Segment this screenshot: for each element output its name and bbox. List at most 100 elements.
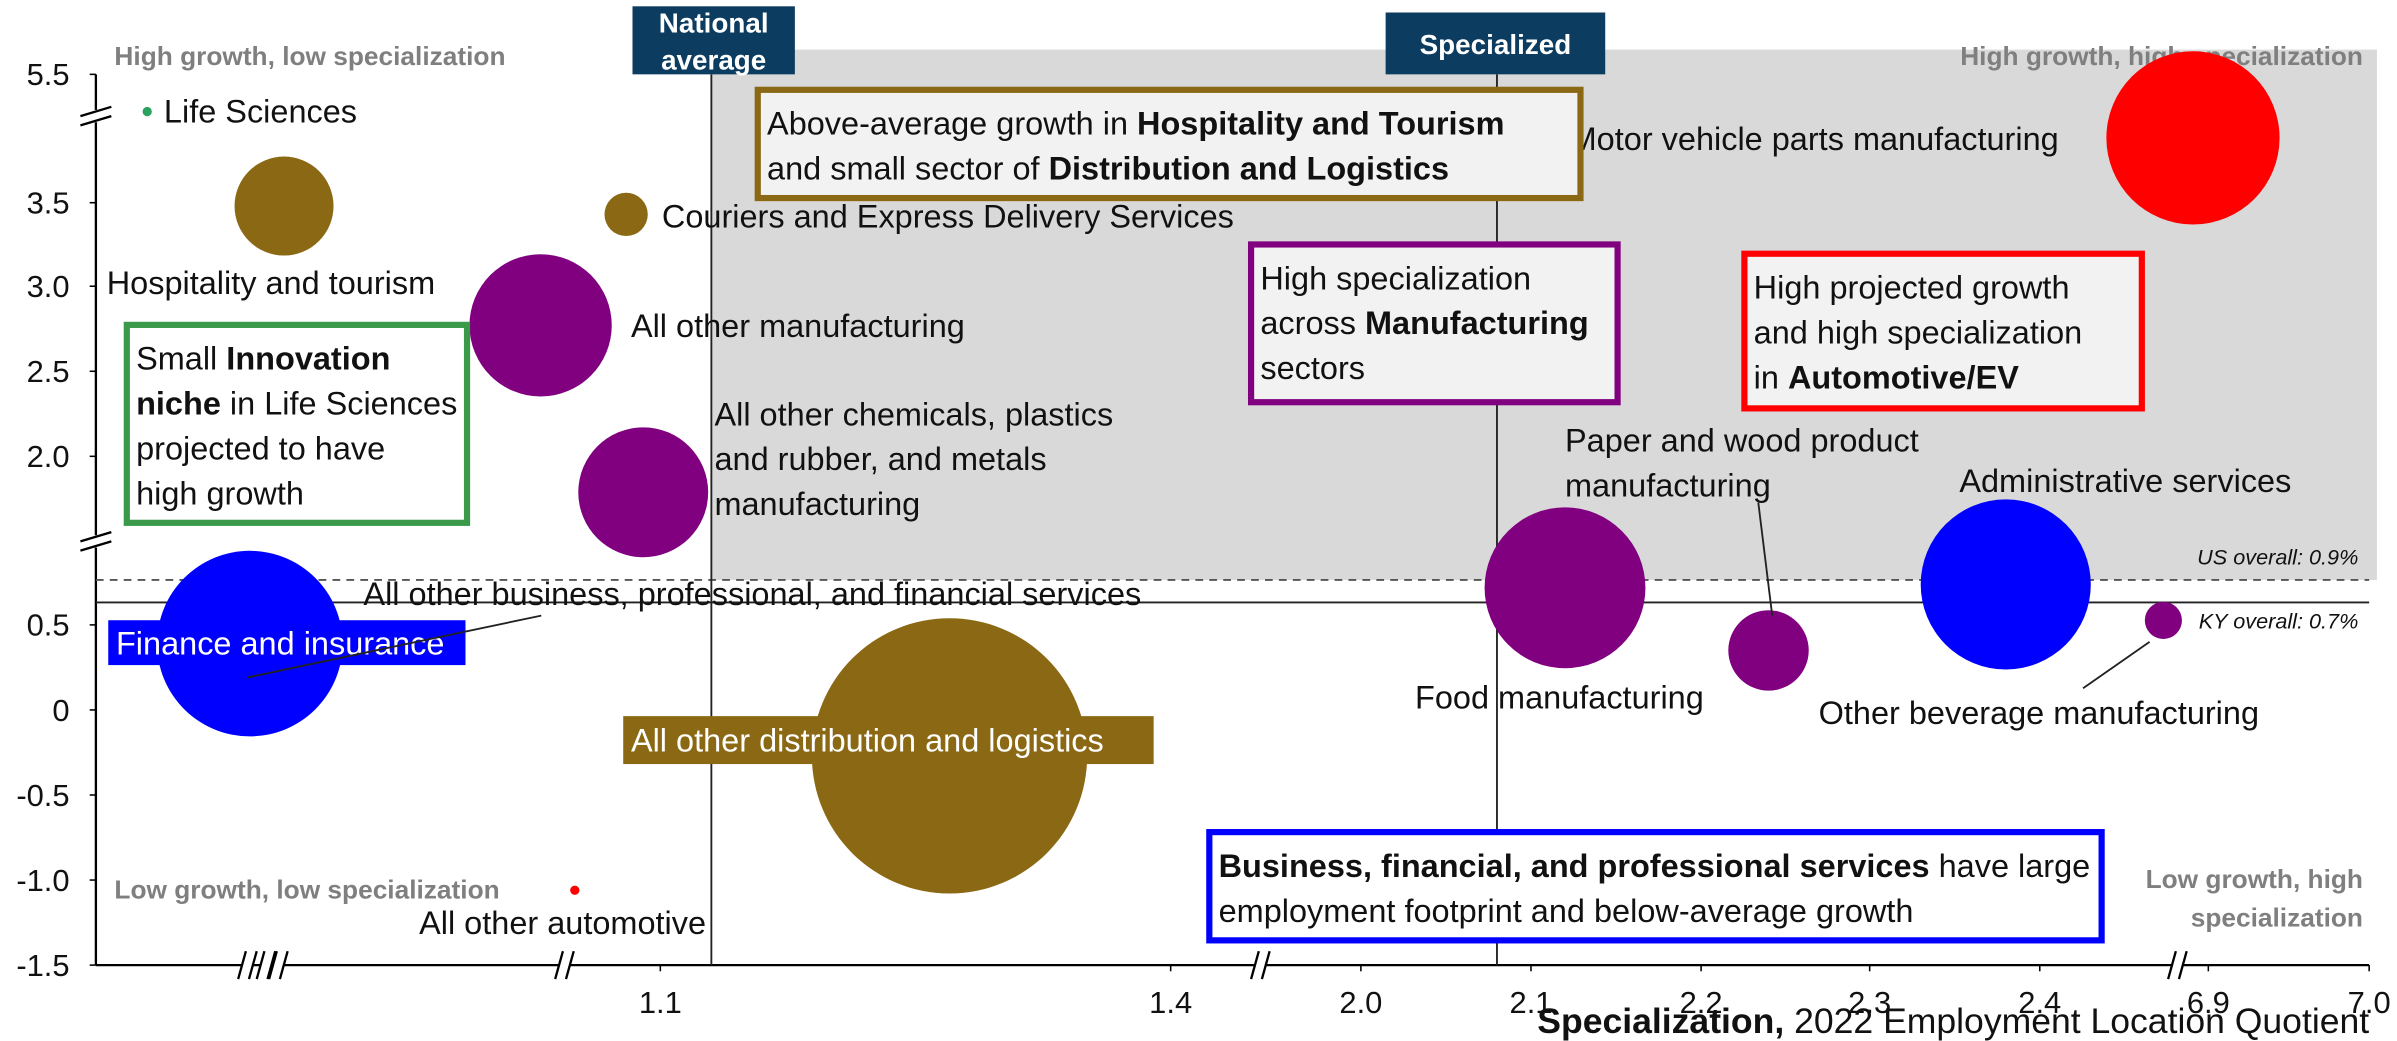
- callout-run: employment footprint and below-average g…: [1219, 893, 1914, 929]
- callout-line: sectors: [1260, 350, 1365, 386]
- leader-line: [247, 614, 542, 679]
- x-tick-label: 2.0: [1339, 985, 1382, 1020]
- label-background: [108, 620, 466, 666]
- callout-box: [1206, 829, 2105, 944]
- callout-line: employment footprint and below-average g…: [1219, 893, 1914, 929]
- quadrant-label: High growth, low specialization: [114, 41, 505, 71]
- callout-line: Small Innovation: [136, 341, 390, 377]
- axis-break: [80, 105, 112, 118]
- callout-line: Business, financial, and professional se…: [1219, 848, 2091, 884]
- bubble: [234, 156, 334, 256]
- bubble-label: All other chemicals, plastics and rubber,…: [714, 396, 1113, 522]
- bubble-label: Food manufacturing: [1415, 679, 1704, 715]
- callout-box: [754, 86, 1584, 202]
- callout-run: niche: [136, 386, 221, 422]
- axis-break: [80, 114, 112, 127]
- callout-text: High specialization across Manufacturing s…: [1260, 260, 1588, 386]
- callout-run: High projected growth: [1754, 270, 2070, 306]
- callout-text: Business, financial, and professional se…: [1219, 848, 2091, 929]
- bubble-label-line: Finance and insurance: [116, 625, 445, 661]
- callout-line: across Manufacturing: [1260, 305, 1588, 341]
- callout-line: high growth: [136, 475, 304, 511]
- callout-text: High projected growth and high specializa…: [1754, 270, 2083, 396]
- axis-break: [1249, 950, 1260, 980]
- leader-line: [1757, 502, 1774, 616]
- x-axis-label: Specialization, 2022 Employment Location…: [1537, 1001, 2369, 1041]
- y-tick-label: 3.0: [27, 269, 70, 304]
- bubble-label-line: Life Sciences: [164, 93, 357, 129]
- bubble: [142, 106, 152, 117]
- x-tick-label: 7.0: [2348, 985, 2391, 1020]
- y-tick-label: 3.5: [27, 186, 70, 221]
- axis-break: [2167, 950, 2177, 980]
- annotation: All other business, professional, and fi…: [363, 576, 1141, 612]
- bubble: [604, 192, 648, 237]
- y-tick-label: 0.5: [27, 608, 70, 643]
- x-tick-label: 1.1: [639, 985, 682, 1020]
- bubble-label-line: and rubber, and metals: [714, 441, 1046, 477]
- y-tick-label: -1.5: [16, 948, 69, 983]
- axis-break-gap: [559, 960, 570, 970]
- callout-run: Distribution and Logistics: [1049, 151, 1449, 187]
- reference-header-label: National average: [659, 8, 769, 76]
- bubble-label-line: All other manufacturing: [631, 308, 965, 344]
- reference-header-label-line: Specialized: [1420, 29, 1572, 60]
- callout-line: projected to have: [136, 430, 385, 466]
- bubble-label-line: All other automotive: [419, 905, 706, 941]
- callout-run: in Life Sciences: [221, 386, 457, 422]
- callout-run: Above-average growth in: [767, 106, 1137, 142]
- reference-label: KY overall: 0.7%: [2199, 609, 2359, 634]
- callout-run: High specialization: [1260, 260, 1531, 296]
- callout-run: high growth: [136, 475, 304, 511]
- bubble-label: Finance and insurance: [116, 625, 445, 661]
- axis-break: [255, 950, 266, 980]
- callout-box: [1247, 241, 1621, 406]
- reference-header: [632, 6, 795, 75]
- callout-run: and small sector of: [767, 151, 1049, 187]
- callout-box: [123, 321, 471, 526]
- bubble: [2144, 601, 2182, 639]
- callout-line: niche in Life Sciences: [136, 386, 457, 422]
- x-tick-label: 2.3: [1848, 985, 1891, 1020]
- x-tick-label: 2.2: [1680, 985, 1723, 1020]
- callout-run: have large: [1930, 848, 2091, 884]
- callout-line: and high specialization: [1754, 314, 2083, 350]
- x-tick-label: 2.4: [2018, 985, 2061, 1020]
- axis-break: [1260, 950, 1271, 980]
- axis-break: [80, 540, 112, 552]
- reference-header: [1385, 12, 1606, 75]
- axis-break: [266, 950, 277, 980]
- callout-run: sectors: [1260, 350, 1365, 386]
- bubble: [570, 885, 580, 895]
- reference-header-label-line: average: [661, 45, 766, 76]
- axis-break-gap: [273, 960, 284, 970]
- callout-run: across: [1260, 305, 1365, 341]
- quadrant-label-line: specialization: [2191, 902, 2363, 932]
- callout-line: High projected growth: [1754, 270, 2070, 306]
- callout-line: in Automotive/EV: [1754, 359, 2020, 395]
- axis-break: [2177, 950, 2188, 980]
- bubble-label-line: Motor vehicle parts manufacturing: [1570, 121, 2059, 157]
- callout-run: Hospitality and Tourism: [1137, 106, 1504, 142]
- bubble-label: Life Sciences: [164, 93, 357, 129]
- callout-line: and small sector of Distribution and Log…: [767, 151, 1449, 187]
- callout-run: in: [1754, 359, 1788, 395]
- y-tick-label: 0: [52, 693, 69, 728]
- reference-header-label: Specialized: [1420, 29, 1572, 60]
- bubble-label-line: Paper and wood product: [1565, 423, 1919, 459]
- bubble: [1728, 610, 1809, 691]
- bubble-label: Administrative services: [1959, 463, 2291, 499]
- reference-header-label-line: National: [659, 8, 769, 39]
- y-tick-label: 2.0: [27, 439, 70, 474]
- bubble-label: Couriers and Express Delivery Services: [662, 198, 1234, 234]
- x-tick-label: 6.9: [2187, 985, 2230, 1020]
- bubble-label: All other distribution and logistics: [631, 723, 1104, 759]
- callout-run: Small: [136, 341, 226, 377]
- callout-run: projected to have: [136, 430, 385, 466]
- bubble-label-line: Food manufacturing: [1415, 679, 1704, 715]
- axis-break: [247, 950, 258, 980]
- axis-break: [554, 950, 565, 980]
- y-tick-label: 2.5: [27, 354, 70, 389]
- bubble-label-line: All other chemicals, plastics: [714, 396, 1113, 432]
